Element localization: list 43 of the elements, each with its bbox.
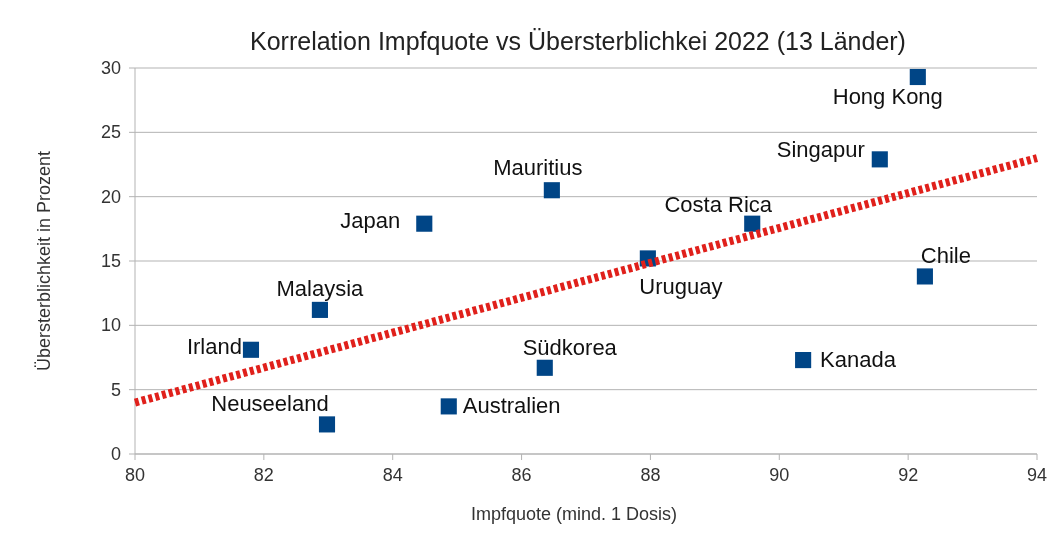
- point: [311, 301, 328, 318]
- point: [416, 215, 433, 232]
- point: [909, 68, 926, 86]
- x-tick-label: 86: [511, 465, 532, 485]
- point: [916, 268, 933, 285]
- point: [744, 215, 761, 232]
- annotation: Malaysia: [276, 275, 365, 301]
- x-tick-label: 90: [769, 465, 790, 485]
- annotation: Kanada: [820, 347, 897, 373]
- x-tick-label: 88: [640, 465, 661, 485]
- x-axis-title: Impfquote (mind. 1 Dosis): [470, 504, 678, 524]
- annotation: Australien: [462, 393, 561, 419]
- y-tick-label: 30: [100, 58, 121, 78]
- chart-title: Korrelation Impfquote vs Übersterblichkei 2022 (13 Länder): [250, 27, 906, 55]
- y-tick-label: 5: [110, 379, 121, 400]
- annotation: Hong Kong: [832, 84, 943, 110]
- y-axis-title: Übersterblichkeit in Prozent: [34, 150, 54, 372]
- y-tick-label: 0: [110, 444, 121, 464]
- x-tick-label: 92: [898, 465, 919, 485]
- point: [543, 182, 560, 199]
- annotation: Neuseeland: [211, 391, 329, 417]
- annotation: Japan: [340, 207, 401, 233]
- x-tick-label: 80: [124, 465, 146, 485]
- annotation: Chile: [920, 243, 971, 269]
- annotation: Südkorea: [522, 334, 618, 360]
- point: [795, 352, 812, 369]
- point: [871, 151, 888, 168]
- y-tick-label: 20: [100, 186, 121, 207]
- point: [318, 416, 336, 433]
- x-tick-label: 84: [382, 465, 403, 485]
- point: [242, 341, 260, 358]
- annotation: Irland: [186, 333, 242, 359]
- annotation: Mauritius: [493, 155, 583, 181]
- x-tick-label: 82: [253, 465, 274, 485]
- point: [440, 398, 457, 415]
- y-tick-label: 15: [100, 251, 121, 271]
- y-tick-label: 10: [100, 315, 121, 336]
- annotation: Singapur: [776, 137, 865, 163]
- x-tick-label: 94: [1026, 465, 1048, 485]
- point: [536, 359, 553, 376]
- y-tick-label: 25: [100, 122, 121, 143]
- annotation: Uruguay: [639, 274, 723, 300]
- annotation: Costa Rica: [664, 191, 773, 217]
